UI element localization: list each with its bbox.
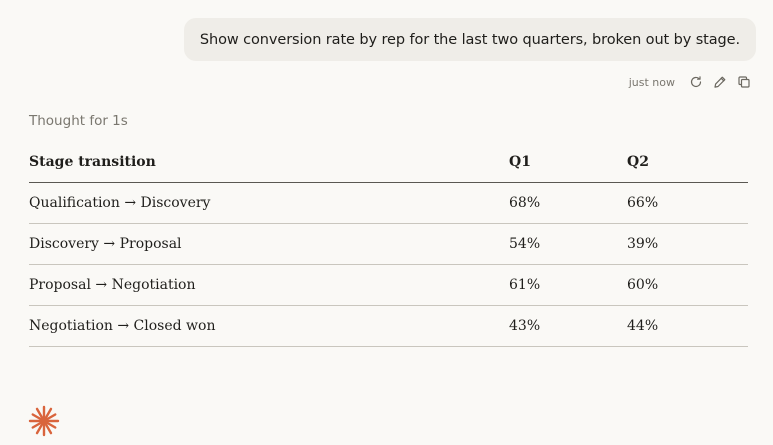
table-row: Discovery → Proposal 54% 39% <box>29 224 748 265</box>
conversion-rate-table: Stage transition Q1 Q2 Qualification → D… <box>29 141 748 347</box>
edit-button[interactable] <box>713 75 727 89</box>
thought-toggle[interactable]: Thought for 1s <box>29 113 128 129</box>
message-timestamp: just now <box>629 76 675 89</box>
stage-transition-cell: Qualification → Discovery <box>29 183 509 224</box>
stage-transition-cell: Negotiation → Closed won <box>29 306 509 347</box>
q1-cell: 43% <box>509 306 627 347</box>
q1-cell: 54% <box>509 224 627 265</box>
table-header-row: Stage transition Q1 Q2 <box>29 141 748 183</box>
spark-logo-icon <box>28 405 60 437</box>
message-actions: just now <box>629 73 751 91</box>
q2-cell: 44% <box>627 306 748 347</box>
retry-icon <box>689 75 703 89</box>
table-row: Proposal → Negotiation 61% 60% <box>29 265 748 306</box>
copy-icon <box>737 75 751 89</box>
table-row: Qualification → Discovery 68% 66% <box>29 183 748 224</box>
q1-cell: 61% <box>509 265 627 306</box>
retry-button[interactable] <box>689 75 703 89</box>
user-message-text: Show conversion rate by rep for the last… <box>200 32 740 48</box>
pencil-icon <box>713 75 727 89</box>
q2-cell: 60% <box>627 265 748 306</box>
q2-cell: 66% <box>627 183 748 224</box>
user-message-bubble: Show conversion rate by rep for the last… <box>184 18 756 61</box>
table-row: Negotiation → Closed won 43% 44% <box>29 306 748 347</box>
stage-transition-cell: Discovery → Proposal <box>29 224 509 265</box>
header-q1: Q1 <box>509 141 627 183</box>
q2-cell: 39% <box>627 224 748 265</box>
header-q2: Q2 <box>627 141 748 183</box>
header-stage-transition: Stage transition <box>29 141 509 183</box>
q1-cell: 68% <box>509 183 627 224</box>
assistant-logo <box>28 405 60 437</box>
stage-transition-cell: Proposal → Negotiation <box>29 265 509 306</box>
copy-button[interactable] <box>737 75 751 89</box>
